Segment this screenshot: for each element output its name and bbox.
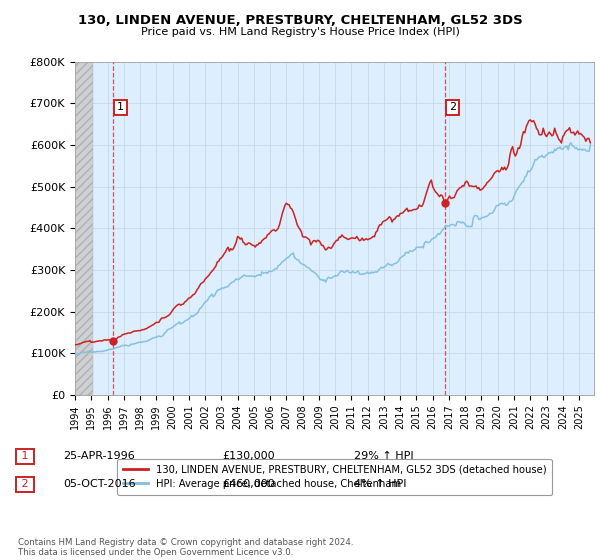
Text: 2: 2 <box>449 102 456 113</box>
Text: 25-APR-1996: 25-APR-1996 <box>63 451 135 461</box>
Text: £460,000: £460,000 <box>222 479 275 489</box>
Bar <box>75 62 92 395</box>
Text: Contains HM Land Registry data © Crown copyright and database right 2024.
This d: Contains HM Land Registry data © Crown c… <box>18 538 353 557</box>
Text: 1: 1 <box>18 451 32 461</box>
Text: £130,000: £130,000 <box>222 451 275 461</box>
Text: 05-OCT-2016: 05-OCT-2016 <box>63 479 136 489</box>
Text: 4% ↑ HPI: 4% ↑ HPI <box>354 479 407 489</box>
Text: 1: 1 <box>117 102 124 113</box>
Text: 29% ↑ HPI: 29% ↑ HPI <box>354 451 413 461</box>
Text: 130, LINDEN AVENUE, PRESTBURY, CHELTENHAM, GL52 3DS: 130, LINDEN AVENUE, PRESTBURY, CHELTENHA… <box>77 14 523 27</box>
Legend: 130, LINDEN AVENUE, PRESTBURY, CHELTENHAM, GL52 3DS (detached house), HPI: Avera: 130, LINDEN AVENUE, PRESTBURY, CHELTENHA… <box>116 459 553 494</box>
Text: 2: 2 <box>18 479 32 489</box>
Text: Price paid vs. HM Land Registry's House Price Index (HPI): Price paid vs. HM Land Registry's House … <box>140 27 460 37</box>
